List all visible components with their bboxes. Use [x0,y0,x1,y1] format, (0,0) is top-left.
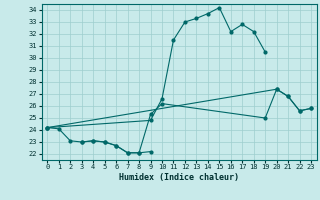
X-axis label: Humidex (Indice chaleur): Humidex (Indice chaleur) [119,173,239,182]
